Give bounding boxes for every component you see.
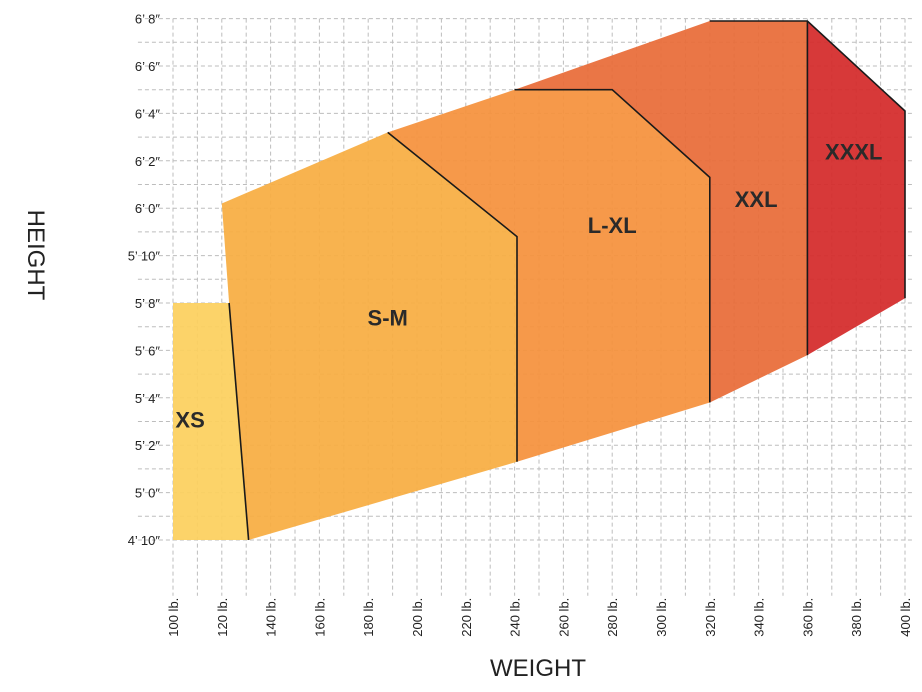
y-tick-label: 6’ 8″ — [135, 12, 160, 27]
zone-boundaries — [228, 20, 906, 541]
y-tick-label: 5’ 6″ — [135, 343, 160, 358]
zone-label-xs: XS — [175, 407, 204, 432]
x-axis-title: WEIGHT — [490, 655, 586, 682]
y-tick-label: 6’ 2″ — [135, 154, 160, 169]
y-tick-label: 4’ 10″ — [128, 533, 161, 548]
y-tick-labels: 4’ 10″ 5’ 0″ 5’ 2″ 5’ 4″ 5’ 6″ 5’ 8″ 5’ 10″ 6’ … — [128, 12, 161, 548]
x-tick-label: 320 lb. — [703, 598, 718, 637]
zone-label-xxl: XXL — [735, 187, 778, 212]
zone-label-s-m: S-M — [368, 305, 408, 330]
x-tick-label: 360 lb. — [800, 598, 815, 637]
x-tick-label: 140 lb. — [264, 598, 279, 637]
x-tick-label: 160 lb. — [312, 598, 327, 637]
x-tick-label: 200 lb. — [410, 598, 425, 637]
y-tick-label: 6’ 0″ — [135, 201, 160, 216]
zone-boundary-line — [228, 302, 250, 541]
x-tick-label: 300 lb. — [654, 598, 669, 637]
y-tick-label: 5’ 8″ — [135, 296, 160, 311]
size-zones — [173, 21, 905, 540]
zone-boundary-line — [514, 88, 711, 403]
x-tick-label: 120 lb. — [215, 598, 230, 637]
y-tick-label: 5’ 2″ — [135, 438, 160, 453]
x-tick-label: 180 lb. — [361, 598, 376, 637]
x-tick-label: 400 lb. — [898, 598, 913, 637]
x-tick-label: 340 lb. — [752, 598, 767, 637]
x-tick-label: 260 lb. — [556, 598, 571, 637]
x-tick-labels: 100 lb. 120 lb. 140 lb. 160 lb. 180 lb. 200 l… — [166, 598, 913, 637]
zone-labels: XS S-M L-XL XXL XXXL — [175, 140, 882, 433]
x-tick-label: 280 lb. — [605, 598, 620, 637]
x-tick-label: 380 lb. — [849, 598, 864, 637]
zone-label-l-xl: L-XL — [588, 213, 637, 238]
zone-xxl — [514, 21, 808, 403]
y-tick-label: 6’ 4″ — [135, 106, 160, 121]
y-axis-title: HEIGHT — [22, 210, 49, 301]
y-tick-label: 5’ 10″ — [128, 249, 161, 264]
x-tick-label: 220 lb. — [459, 598, 474, 637]
zone-boundary-line — [387, 131, 518, 462]
y-tick-label: 6’ 6″ — [135, 59, 160, 74]
zone-xxxl — [807, 21, 905, 356]
zone-l-xl — [387, 89, 710, 462]
y-tick-label: 5’ 4″ — [135, 391, 160, 406]
zone-boundary-line — [709, 20, 906, 299]
zone-xs — [173, 303, 249, 540]
zone-label-xxxl: XXXL — [825, 140, 882, 165]
x-tick-label: 240 lb. — [508, 598, 523, 637]
x-tick-label: 100 lb. — [166, 598, 181, 637]
zone-s-m — [221, 132, 518, 540]
y-tick-label: 5’ 0″ — [135, 486, 160, 501]
